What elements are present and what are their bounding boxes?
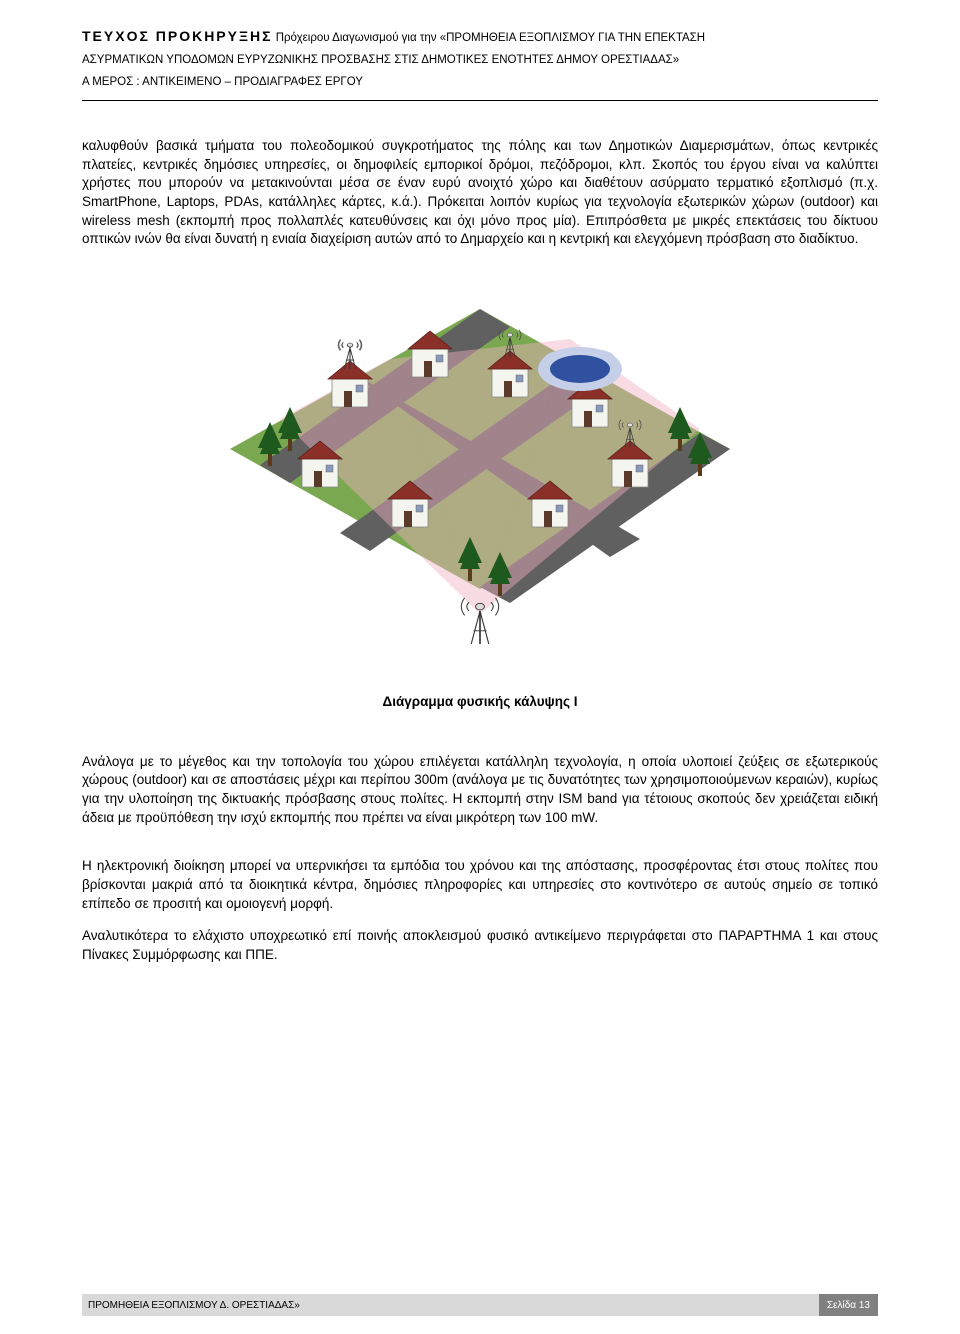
paragraph-2: Ανάλογα με το μέγεθος και την τοπολογία … <box>82 753 878 828</box>
paragraph-1: καλυφθούν βασικά τμήματα του πολεοδομικο… <box>82 137 878 249</box>
header-subtitle: Πρόχειρου Διαγωνισμού για την «ΠΡΟΜΗΘΕΙΑ… <box>273 32 706 44</box>
page-footer: ΠΡΟΜΗΘΕΙΑ ΕΞΟΠΛΙΣΜΟΥ Δ. ΟΡΕΣΤΙΑΔΑΣ» Σελί… <box>82 1294 878 1316</box>
footer-left-text: ΠΡΟΜΗΘΕΙΑ ΕΞΟΠΛΙΣΜΟΥ Δ. ΟΡΕΣΤΙΑΔΑΣ» <box>88 1300 819 1311</box>
coverage-diagram-container <box>82 279 878 664</box>
header-line2: ΑΣΥΡΜΑΤΙΚΩΝ ΥΠΟΔΟΜΩΝ ΕΥΡΥΖΩΝΙΚΗΣ ΠΡΟΣΒΑΣ… <box>82 54 878 66</box>
diagram-caption: Διάγραμμα φυσικής κάλυψης I <box>82 694 878 709</box>
paragraph-3: Η ηλεκτρονική διοίκηση μπορεί να υπερνικ… <box>82 857 878 913</box>
document-header: ΤΕΥΧΟΣ ΠΡΟΚΗΡΥΞΗΣ Πρόχειρου Διαγωνισμού … <box>82 28 878 88</box>
header-title: ΤΕΥΧΟΣ ΠΡΟΚΗΡΥΞΗΣ <box>82 28 273 44</box>
footer-page-number: Σελίδα 13 <box>819 1294 878 1316</box>
header-line3: Α ΜΕΡΟΣ : ΑΝΤΙΚΕΙΜΕΝΟ – ΠΡΟΔΙΑΓΡΑΦΕΣ ΕΡΓ… <box>82 76 878 88</box>
paragraph-4: Αναλυτικότερα το ελάχιστο υποχρεωτικό επ… <box>82 927 878 964</box>
coverage-diagram <box>210 279 750 659</box>
header-divider <box>82 100 878 101</box>
